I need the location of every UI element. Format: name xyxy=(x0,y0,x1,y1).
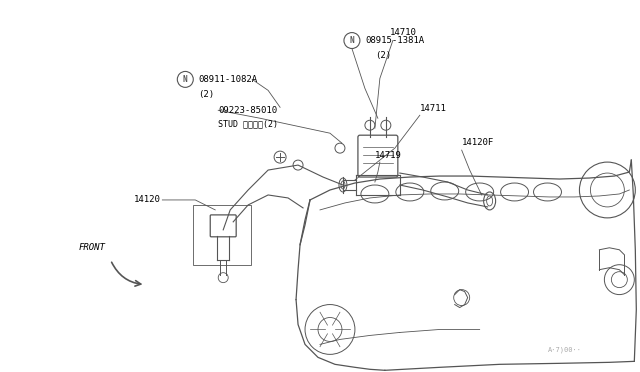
Text: 09223-85010: 09223-85010 xyxy=(218,106,277,115)
Text: 14711: 14711 xyxy=(420,104,447,113)
Text: 08911-1082A: 08911-1082A xyxy=(198,75,257,84)
Text: 08915-1381A: 08915-1381A xyxy=(365,36,424,45)
Text: (2): (2) xyxy=(375,51,391,60)
Text: STUD スタッド(2): STUD スタッド(2) xyxy=(218,120,278,129)
Text: A·7)00··: A·7)00·· xyxy=(547,346,582,353)
Text: N: N xyxy=(183,75,188,84)
Text: 14120F: 14120F xyxy=(461,138,494,147)
Text: 14719: 14719 xyxy=(375,151,402,160)
Text: 14120: 14120 xyxy=(134,195,161,205)
Text: FRONT: FRONT xyxy=(79,243,106,252)
Text: N: N xyxy=(349,36,355,45)
Text: 14710: 14710 xyxy=(390,28,417,37)
Text: (2): (2) xyxy=(198,90,214,99)
